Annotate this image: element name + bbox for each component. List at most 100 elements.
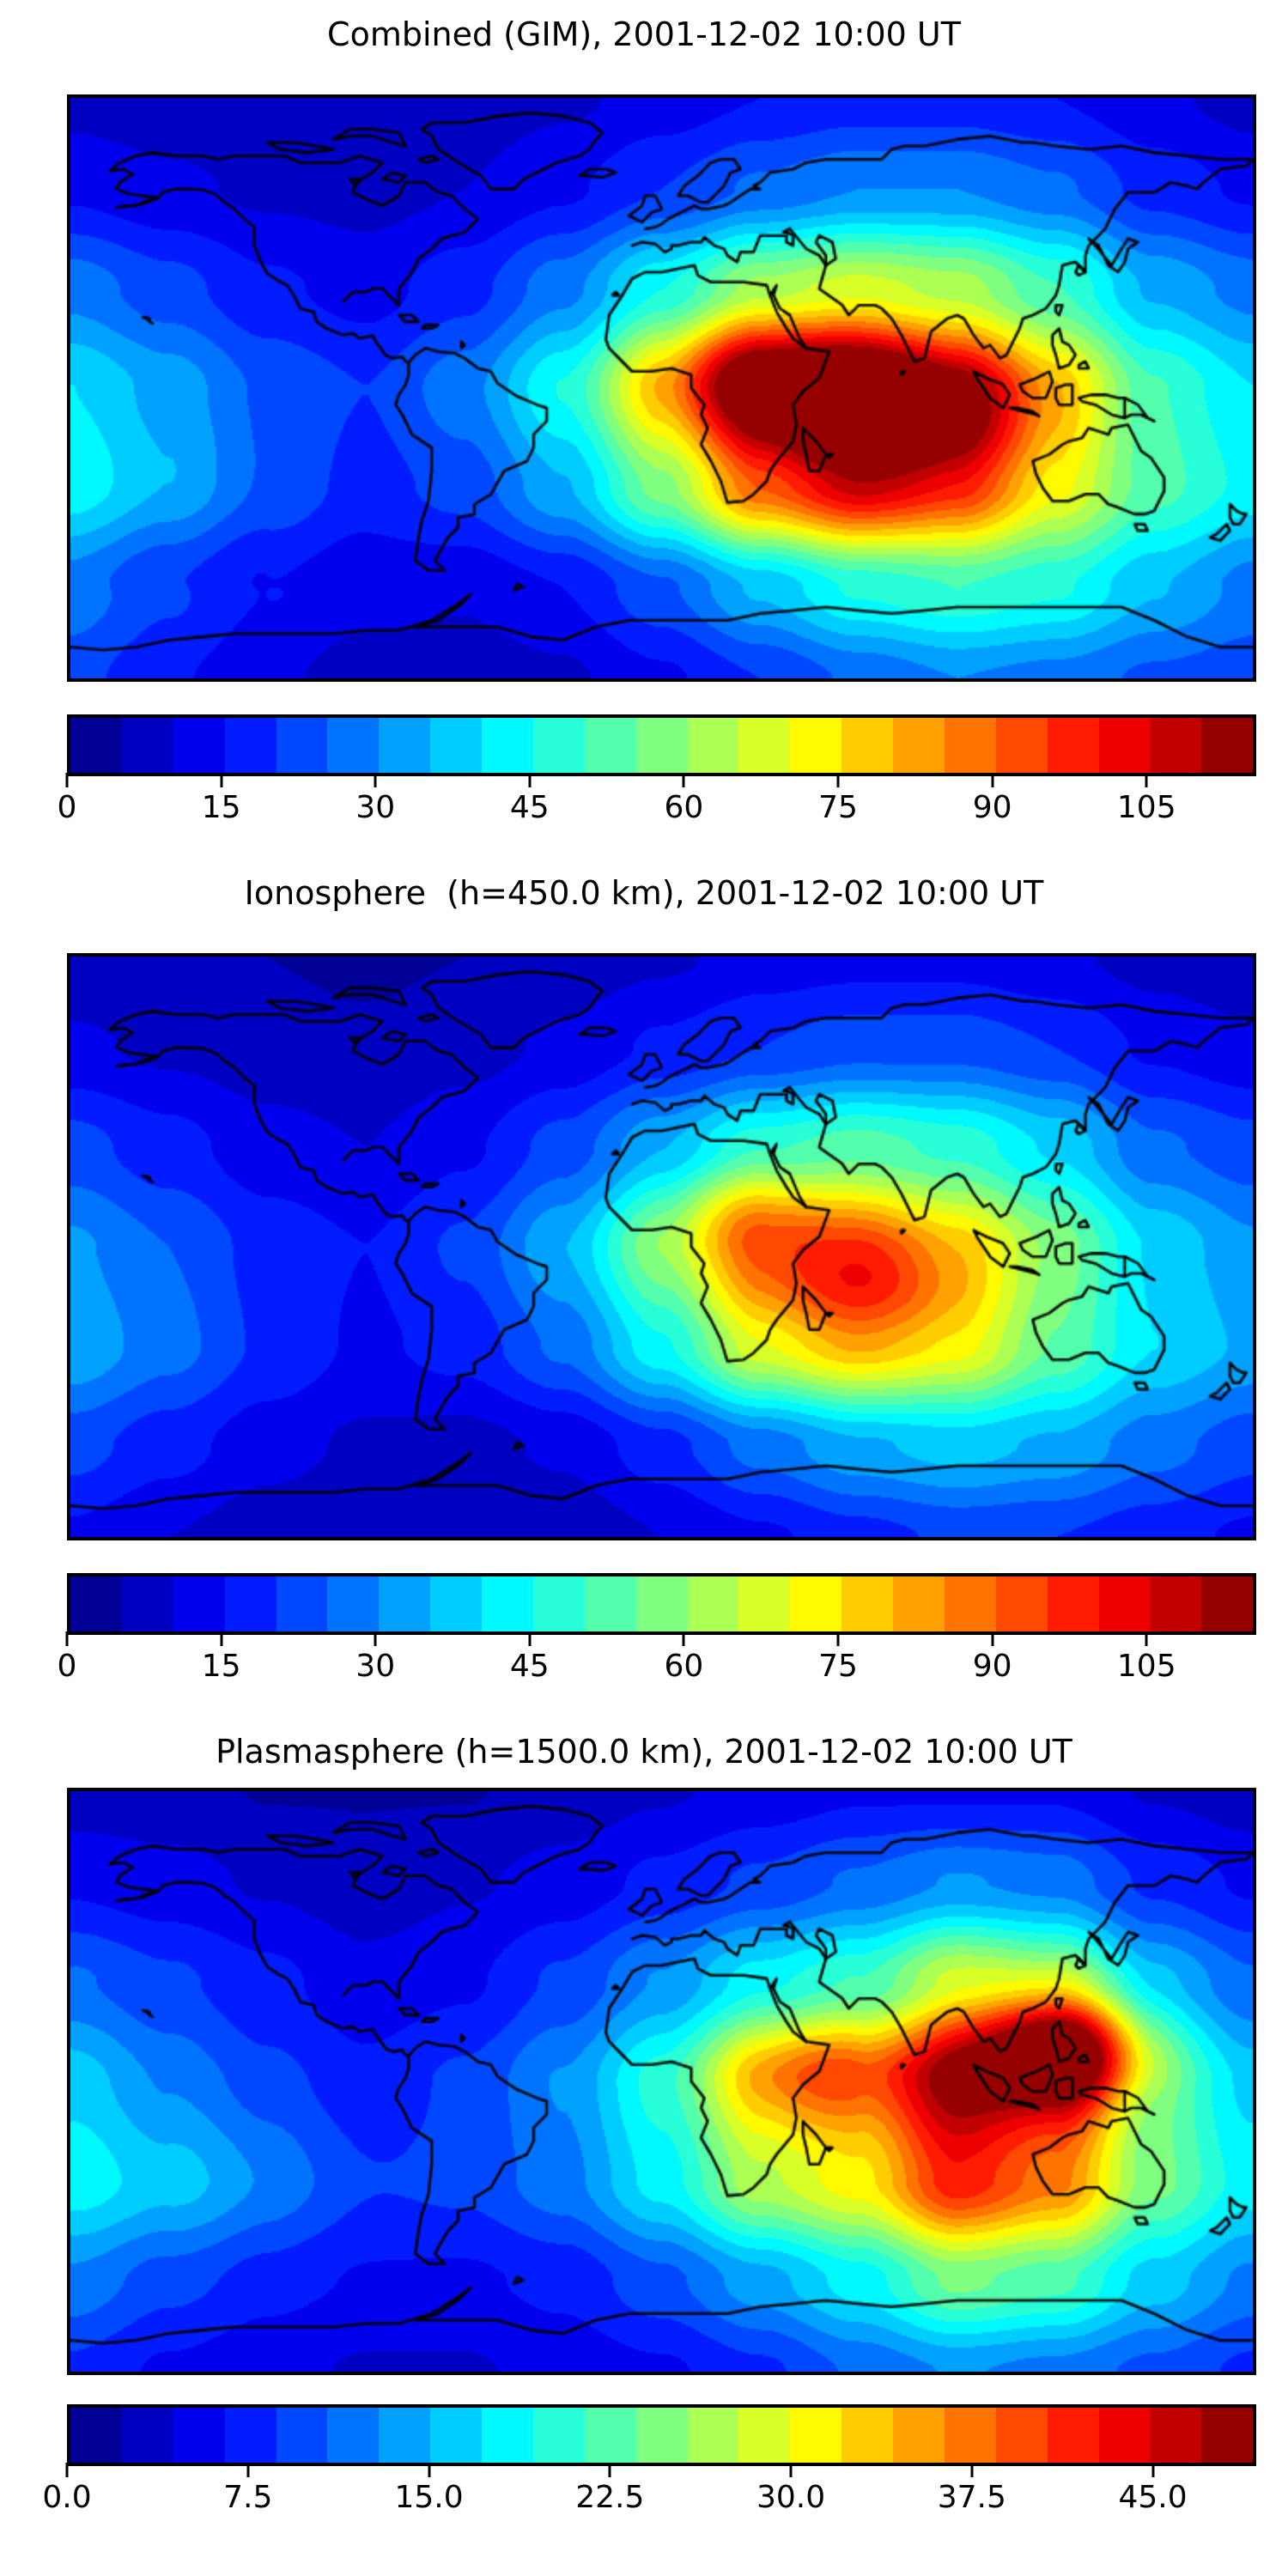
colorbar-band <box>532 1577 585 1631</box>
colorbar-band <box>121 718 173 773</box>
colorbar-tick-label: 45 <box>509 790 550 825</box>
colorbar-band <box>687 1577 739 1631</box>
colorbar-tick-label: 75 <box>818 1649 858 1684</box>
panel-plasmasphere: Plasmasphere (h=1500.0 km), 2001-12-02 1… <box>0 1717 1288 2576</box>
colorbar-tick-mark <box>220 1631 223 1646</box>
colorbar-band <box>1201 1577 1253 1631</box>
colorbar-band <box>841 1577 893 1631</box>
colorbar-band <box>379 2408 431 2463</box>
map-ionosphere <box>67 953 1256 1540</box>
colorbar-tick-mark <box>528 1631 532 1646</box>
colorbar-band <box>70 2408 122 2463</box>
colorbar-band <box>841 718 893 773</box>
colorbar-tick-label: 15.0 <box>394 2480 464 2515</box>
colorbar-tick-label: 105 <box>1116 790 1176 825</box>
colorbar-band <box>70 1577 122 1631</box>
colorbar-tick-mark <box>374 773 377 787</box>
colorbar-tick-mark <box>528 773 532 787</box>
colorbar-tick-label: 60 <box>664 790 704 825</box>
colorbar-band <box>790 718 842 773</box>
colorbar-band <box>70 718 122 773</box>
colorbar-band <box>944 2408 996 2463</box>
map-canvas-combined-gim <box>70 98 1253 678</box>
colorbar-tick-mark <box>991 773 994 787</box>
map-canvas-ionosphere <box>70 957 1253 1537</box>
colorbar-band <box>1150 718 1202 773</box>
panel-title-combined-gim: Combined (GIM), 2001-12-02 10:00 UT <box>327 15 961 53</box>
colorbar-band <box>121 1577 173 1631</box>
colorbar-band <box>841 2408 893 2463</box>
colorbar-band <box>893 718 945 773</box>
colorbar-tick-label: 7.5 <box>223 2480 273 2515</box>
colorbar-band <box>944 1577 996 1631</box>
colorbar-tick-label: 0 <box>57 790 77 825</box>
colorbar-tick-mark <box>836 1631 840 1646</box>
colorbar-band <box>635 1577 688 1631</box>
colorbar-band <box>327 718 380 773</box>
panel-title-plasmasphere: Plasmasphere (h=1500.0 km), 2001-12-02 1… <box>216 1733 1072 1771</box>
colorbar-band <box>327 1577 380 1631</box>
colorbar-tick-mark <box>220 773 223 787</box>
colorbar-band <box>687 2408 739 2463</box>
colorbar-tick-label: 30 <box>355 1649 396 1684</box>
colorbar-combined-gim <box>67 714 1256 776</box>
colorbar-band <box>1098 718 1151 773</box>
colorbar-tick-label: 105 <box>1116 1649 1176 1684</box>
colorbar-band <box>635 718 688 773</box>
colorbar-band <box>1150 2408 1202 2463</box>
colorbar-band <box>482 2408 533 2463</box>
colorbar-tick-label: 37.5 <box>937 2480 1006 2515</box>
map-canvas-plasmasphere <box>70 1791 1253 2372</box>
colorbar-tick-label: 45.0 <box>1118 2480 1188 2515</box>
map-plasmasphere <box>67 1788 1256 2375</box>
colorbar-ticks-plasmasphere: 0.0 7.5 15.0 22.5 30.0 37.5 45.0 <box>42 2463 1249 2540</box>
colorbar-tick-label: 30.0 <box>756 2480 826 2515</box>
map-combined-gim <box>67 94 1256 682</box>
colorbar-band <box>1047 718 1099 773</box>
colorbar-tick-mark <box>1145 1631 1148 1646</box>
colorbar-band <box>584 718 636 773</box>
colorbar-band <box>1047 2408 1099 2463</box>
colorbar-band <box>276 718 328 773</box>
colorbar-bands-ionosphere <box>70 1577 1253 1631</box>
colorbar-band <box>738 2408 791 2463</box>
colorbar-band <box>327 2408 380 2463</box>
colorbar-band <box>379 1577 431 1631</box>
colorbar-ticks-ionosphere: 0 15 30 45 60 75 90 105 <box>58 1631 1249 1709</box>
colorbar-band <box>893 1577 945 1631</box>
colorbar-band <box>121 2408 173 2463</box>
colorbar-band <box>173 2408 225 2463</box>
colorbar-tick-mark <box>836 773 840 787</box>
colorbar-band <box>584 1577 636 1631</box>
colorbar-band <box>738 718 791 773</box>
colorbar-bands-plasmasphere <box>70 2408 1253 2463</box>
colorbar-band <box>790 1577 842 1631</box>
colorbar-band <box>1201 2408 1253 2463</box>
colorbar-tick-label: 0 <box>57 1649 77 1684</box>
colorbar-band <box>584 2408 636 2463</box>
colorbar-band <box>173 718 225 773</box>
colorbar-tick-label: 15 <box>201 790 241 825</box>
colorbar-band <box>738 1577 791 1631</box>
colorbar-band <box>224 718 276 773</box>
colorbar-tick-mark <box>65 2463 69 2477</box>
colorbar-band <box>430 1577 482 1631</box>
colorbar-tick-label: 45 <box>509 1649 550 1684</box>
colorbar-tick-mark <box>428 2463 431 2477</box>
colorbar-tick-mark <box>608 2463 611 2477</box>
colorbar-band <box>1098 1577 1151 1631</box>
colorbar-tick-mark <box>1151 2463 1155 2477</box>
colorbar-band <box>1201 718 1253 773</box>
colorbar-tick-label: 15 <box>201 1649 241 1684</box>
panel-title-ionosphere: Ionosphere (h=450.0 km), 2001-12-02 10:0… <box>244 874 1044 912</box>
colorbar-band <box>173 1577 225 1631</box>
colorbar-band <box>482 1577 533 1631</box>
colorbar-band <box>995 2408 1048 2463</box>
colorbar-tick-mark <box>682 773 685 787</box>
colorbar-tick-mark <box>970 2463 974 2477</box>
colorbar-tick-label: 90 <box>972 790 1012 825</box>
colorbar-ticks-combined-gim: 0 15 30 45 60 75 90 105 <box>58 773 1249 850</box>
colorbar-band <box>276 2408 328 2463</box>
colorbar-band <box>1150 1577 1202 1631</box>
